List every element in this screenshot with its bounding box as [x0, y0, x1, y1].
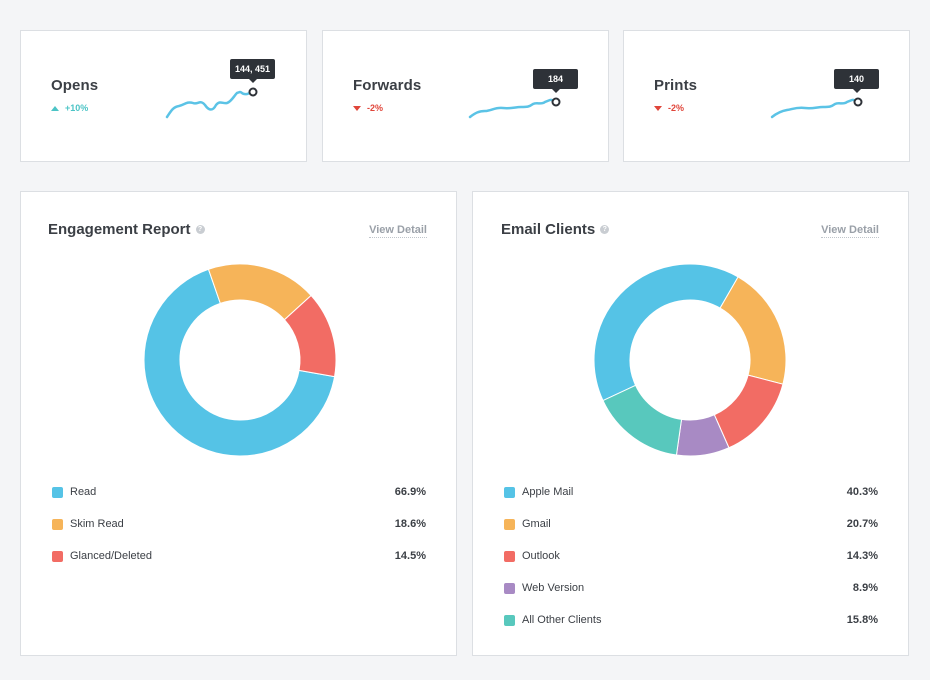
stat-change: +10%: [51, 103, 88, 113]
report-title-text: Engagement Report: [48, 221, 191, 238]
stat-title: Opens: [51, 77, 99, 94]
legend-label: Outlook: [522, 550, 560, 562]
legend-item: Outlook 14.3%: [504, 540, 878, 572]
trend-down-icon: [654, 105, 662, 111]
legend-value: 14.3%: [846, 550, 878, 562]
stat-title: Forwards: [353, 77, 422, 94]
legend-value: 18.6%: [394, 518, 426, 530]
legend-label: Glanced/Deleted: [70, 550, 152, 562]
stat-change: -2%: [654, 103, 684, 113]
help-icon[interactable]: ?: [600, 225, 610, 234]
sparkline-tooltip: 184: [533, 69, 578, 93]
legend-item: All Other Clients 15.8%: [504, 604, 878, 636]
stat-change-value: +10%: [65, 103, 89, 113]
stat-card-forwards: Forwards -2% 184: [322, 30, 609, 162]
stat-change-value: -2%: [668, 103, 685, 113]
sparkline-marker[interactable]: [853, 97, 863, 107]
donut-slice-read[interactable]: [143, 268, 336, 457]
sparkline-path: [165, 90, 255, 119]
legend-swatch: [504, 550, 515, 562]
legend-item: Apple Mail 40.3%: [504, 476, 878, 508]
legend-item: Glanced/Deleted 14.5%: [52, 540, 426, 572]
legend-label: Apple Mail: [522, 486, 574, 498]
legend-label: Web Version: [522, 582, 585, 594]
legend-swatch: [52, 550, 63, 562]
sparkline-tooltip: 140: [834, 69, 879, 93]
legend-swatch: [504, 518, 515, 530]
donut-slice-gmail[interactable]: [719, 276, 787, 385]
stat-card-opens: Opens +10% 144, 451: [20, 30, 307, 162]
sparkline-marker[interactable]: [248, 87, 258, 97]
stat-card-prints: Prints -2% 140: [623, 30, 910, 162]
legend-swatch: [52, 518, 63, 530]
sparkline-marker[interactable]: [551, 97, 561, 107]
engagement-report-card: Engagement Report ? View Detail Read 66.9…: [20, 191, 457, 656]
legend-swatch: [504, 614, 515, 626]
sparkline-tooltip: 144, 451: [230, 59, 275, 83]
trend-up-icon: [51, 105, 59, 111]
legend-label: Gmail: [522, 518, 551, 530]
legend-value: 8.9%: [852, 582, 878, 594]
report-title-text: Email Clients: [501, 221, 596, 238]
legend-label: Read: [70, 486, 97, 498]
email-clients-legend: Apple Mail 40.3% Gmail 20.7% Outlook 14.3% Web…: [504, 476, 878, 636]
engagement-donut-chart: [143, 263, 337, 457]
engagement-legend: Read 66.9% Skim Read 18.6% Glanced/Deleted 14…: [52, 476, 426, 572]
sparkline-opens: [165, 87, 258, 119]
donut-slice-glanced-deleted[interactable]: [283, 294, 337, 378]
stat-change-value: -2%: [367, 103, 384, 113]
legend-item: Web Version 8.9%: [504, 572, 878, 604]
view-detail-link[interactable]: View Detail: [821, 224, 879, 238]
donut-slice-all-other-clients[interactable]: [602, 384, 683, 456]
email-clients-donut-chart: [593, 263, 787, 457]
legend-swatch: [52, 486, 63, 498]
report-title: Email Clients ?: [501, 221, 610, 238]
stat-title: Prints: [654, 77, 698, 94]
sparkline-forwards: [468, 97, 561, 119]
stat-change: -2%: [353, 103, 383, 113]
sparkline-path: [770, 98, 860, 119]
legend-value: 20.7%: [846, 518, 878, 530]
view-detail-link[interactable]: View Detail: [369, 224, 427, 238]
sparkline-prints: [770, 97, 863, 119]
legend-swatch: [504, 582, 515, 594]
legend-value: 15.8%: [846, 614, 878, 626]
legend-label: All Other Clients: [522, 614, 602, 626]
trend-down-icon: [353, 105, 361, 111]
legend-value: 14.5%: [394, 550, 426, 562]
donut-slice-apple-mail[interactable]: [593, 263, 739, 402]
legend-swatch: [504, 486, 515, 498]
legend-item: Gmail 20.7%: [504, 508, 878, 540]
legend-value: 66.9%: [394, 486, 426, 498]
legend-item: Skim Read 18.6%: [52, 508, 426, 540]
email-clients-card: Email Clients ? View Detail Apple Mail 40…: [472, 191, 909, 656]
legend-label: Skim Read: [70, 518, 124, 530]
legend-item: Read 66.9%: [52, 476, 426, 508]
help-icon[interactable]: ?: [195, 225, 205, 234]
report-title: Engagement Report ?: [48, 221, 205, 238]
sparkline-path: [468, 98, 558, 119]
legend-value: 40.3%: [846, 486, 878, 498]
